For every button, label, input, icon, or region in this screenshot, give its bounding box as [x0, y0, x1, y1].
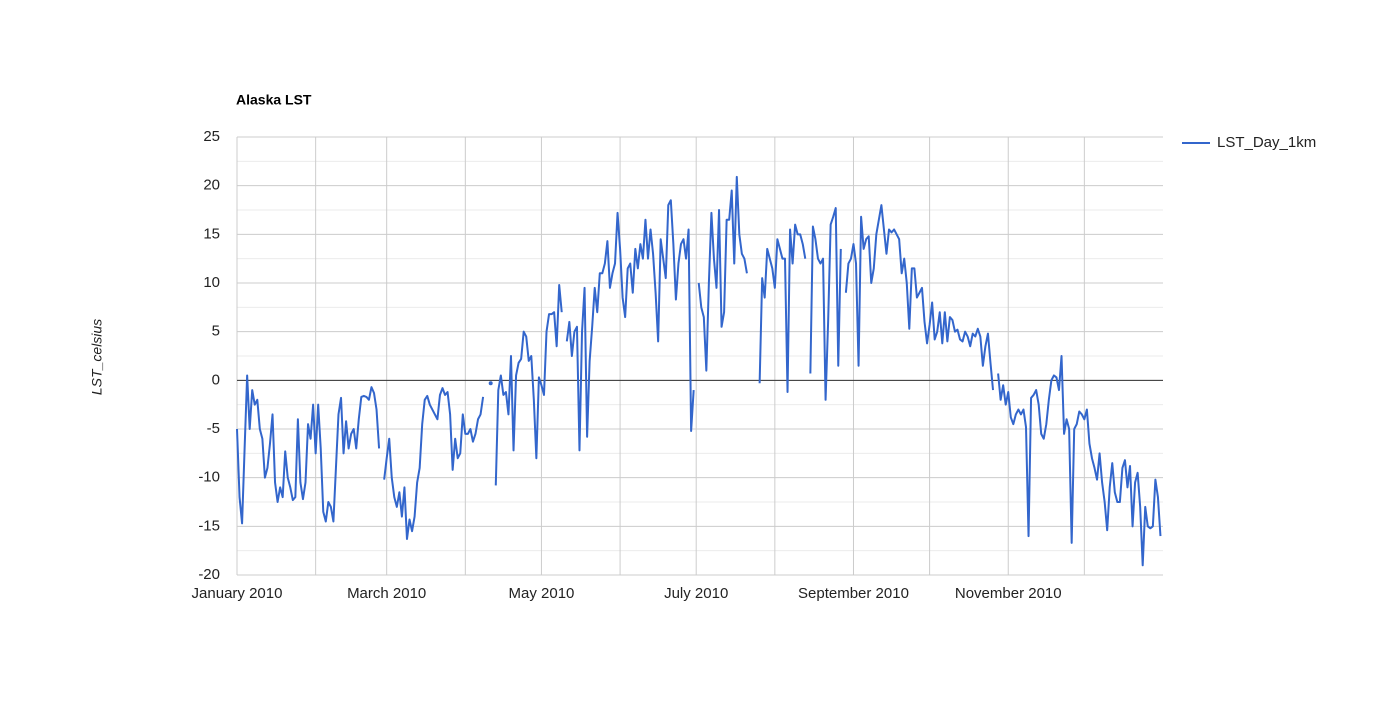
data-line — [997, 355, 1162, 567]
y-axis-title: LST_celsius — [89, 319, 105, 395]
data-line — [697, 175, 748, 372]
y-tick-label: 25 — [203, 128, 220, 145]
data-line — [494, 283, 563, 486]
y-tick-label: -5 — [207, 420, 220, 437]
x-tick-label: March 2010 — [347, 585, 426, 602]
x-tick-label: September 2010 — [798, 585, 909, 602]
y-tick-label: -20 — [198, 566, 220, 583]
y-tick-label: 20 — [203, 177, 220, 194]
y-tick-label: -15 — [198, 517, 220, 534]
data-line — [809, 207, 842, 401]
y-tick-label: 5 — [212, 323, 220, 340]
x-tick-label: July 2010 — [664, 585, 728, 602]
y-tick-label: 15 — [203, 225, 220, 242]
y-tick-label: -10 — [198, 469, 220, 486]
data-line — [844, 204, 995, 391]
data-line — [758, 223, 807, 394]
x-tick-label: November 2010 — [955, 585, 1062, 602]
data-line — [383, 387, 485, 540]
data-line — [565, 199, 695, 452]
x-tick-label: January 2010 — [192, 585, 283, 602]
legend-label: LST_Day_1km — [1217, 134, 1316, 151]
y-tick-label: 10 — [203, 274, 220, 291]
y-tick-label: 0 — [212, 371, 220, 388]
data-point — [488, 381, 493, 386]
data-line — [236, 374, 381, 525]
chart-title: Alaska LST — [236, 92, 312, 108]
x-tick-label: May 2010 — [509, 585, 575, 602]
